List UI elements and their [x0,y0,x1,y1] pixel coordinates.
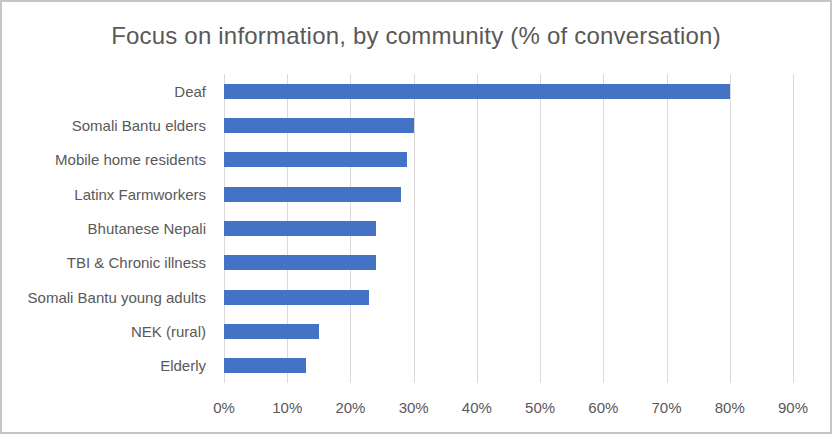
bar-row [224,349,793,383]
bar-row [224,74,793,108]
bar-row [224,314,793,348]
x-tick-label: 70% [652,399,682,416]
x-tick-label: 40% [462,399,492,416]
bar [224,221,376,236]
bar-row [224,143,793,177]
bar [224,118,414,133]
bar [224,84,730,99]
chart-frame: Focus on information, by community (% of… [0,0,832,434]
category-labels: DeafSomali Bantu eldersMobile home resid… [2,74,206,383]
x-tick-label: 60% [588,399,618,416]
category-label: Elderly [2,349,206,383]
bar [224,290,369,305]
category-label: Bhutanese Nepali [2,211,206,245]
chart-title: Focus on information, by community (% of… [2,22,830,50]
category-label: Somali Bantu elders [2,108,206,142]
bar-row [224,211,793,245]
bar [224,255,376,270]
x-tick-label: 90% [778,399,808,416]
bar-row [224,246,793,280]
x-tick-label: 20% [335,399,365,416]
plot-area [224,74,793,383]
bar [224,152,407,167]
category-label: Deaf [2,74,206,108]
category-label: Mobile home residents [2,143,206,177]
x-tick-label: 0% [213,399,235,416]
gridline [793,74,794,383]
category-label: Latinx Farmworkers [2,177,206,211]
bar [224,187,401,202]
x-tick-label: 10% [272,399,302,416]
bar [224,324,319,339]
category-label: TBI & Chronic illness [2,246,206,280]
bar-row [224,280,793,314]
x-axis: 0%10%20%30%40%50%60%70%80%90% [224,399,793,419]
x-tick-label: 50% [525,399,555,416]
category-label: NEK (rural) [2,314,206,348]
bar-row [224,177,793,211]
x-tick-label: 80% [715,399,745,416]
bar-row [224,108,793,142]
bar [224,358,306,373]
category-label: Somali Bantu young adults [2,280,206,314]
x-tick-label: 30% [399,399,429,416]
